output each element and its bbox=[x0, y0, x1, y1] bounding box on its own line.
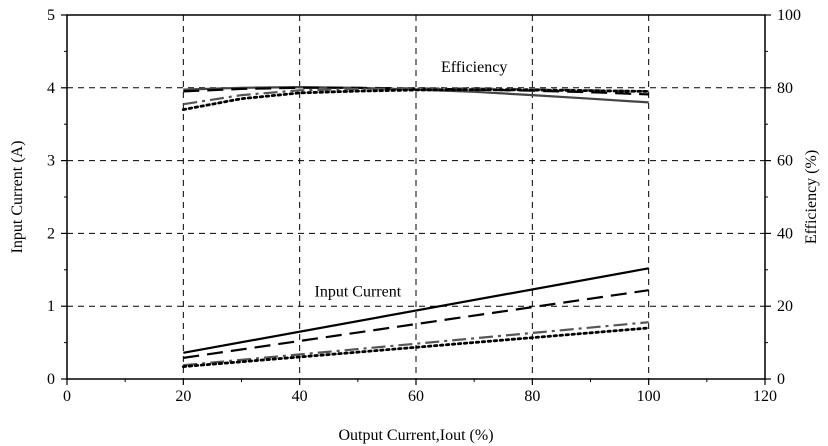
y2-tick-label: 40 bbox=[777, 225, 793, 242]
efficiency-line-dashed bbox=[183, 86, 649, 96]
x-tick-label: 0 bbox=[63, 388, 71, 405]
series-layer bbox=[181, 85, 651, 369]
y-tick-label: 1 bbox=[47, 298, 55, 315]
input-current-line-solid bbox=[183, 267, 649, 354]
y-tick-label: 3 bbox=[47, 153, 55, 170]
annotation-efficiency: Efficiency bbox=[441, 59, 507, 76]
y2-tick-label: 100 bbox=[777, 7, 801, 24]
x-tick-label: 60 bbox=[408, 388, 424, 405]
x-tick-label: 120 bbox=[753, 388, 777, 405]
y-tick-label: 0 bbox=[47, 371, 55, 388]
x-tick-label: 80 bbox=[524, 388, 540, 405]
input-current-line-dashed bbox=[183, 289, 649, 359]
x-tick-label: 40 bbox=[292, 388, 308, 405]
annotation-input-current: Input Current bbox=[315, 284, 402, 301]
efficiency-line-dotted bbox=[181, 88, 651, 111]
y2-axis-title: Efficiency (%) bbox=[803, 150, 820, 244]
x-tick-label: 100 bbox=[637, 388, 661, 405]
y-tick-label: 5 bbox=[47, 7, 55, 24]
y-axis-title: Input Current (A) bbox=[9, 141, 26, 254]
y-tick-label: 2 bbox=[47, 225, 55, 242]
y2-tick-label: 60 bbox=[777, 153, 793, 170]
input-current-line-dotted bbox=[181, 326, 651, 369]
y2-tick-label: 80 bbox=[777, 80, 793, 97]
input-current-line-dashdot bbox=[183, 321, 649, 367]
y2-tick-label: 0 bbox=[777, 371, 785, 388]
y2-tick-label: 20 bbox=[777, 298, 793, 315]
x-axis-title: Output Current,Iout (%) bbox=[338, 427, 493, 444]
y-tick-label: 4 bbox=[47, 80, 55, 97]
x-tick-label: 20 bbox=[175, 388, 191, 405]
grid bbox=[67, 15, 765, 379]
